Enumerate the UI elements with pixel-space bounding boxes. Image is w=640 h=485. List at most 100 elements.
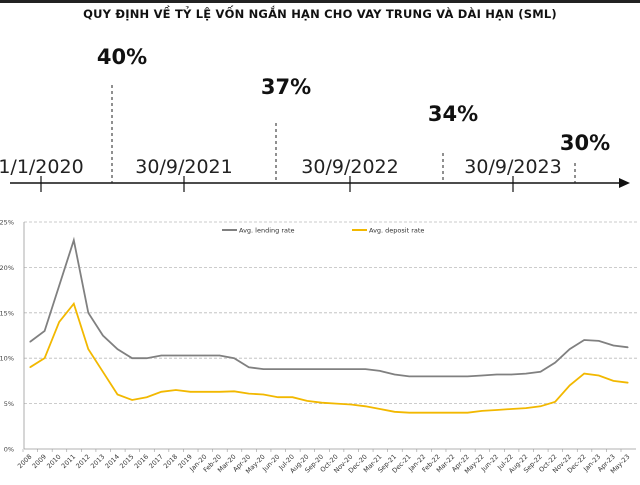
y-tick-label: 15% (0, 309, 14, 317)
data-point (131, 399, 133, 401)
data-point (598, 374, 600, 377)
data-point (262, 393, 264, 396)
data-point (583, 373, 585, 375)
x-tick-label: 2015 (118, 453, 135, 470)
data-point (321, 402, 323, 404)
data-point (160, 354, 162, 357)
data-point (233, 357, 235, 359)
data-point (379, 370, 381, 372)
timeline-date: 30/9/2023 (464, 156, 561, 178)
data-point (43, 357, 46, 359)
data-point (612, 344, 615, 347)
data-point (408, 412, 410, 414)
data-point (437, 412, 439, 414)
data-point (262, 368, 264, 370)
data-point (466, 375, 469, 377)
data-point (175, 389, 177, 391)
data-point (452, 412, 454, 414)
data-point (233, 390, 235, 392)
data-point (248, 393, 250, 395)
x-tick-label: 2014 (104, 453, 121, 470)
y-tick-label: 10% (0, 355, 14, 363)
data-point (146, 357, 148, 359)
data-point (29, 341, 31, 343)
data-point (58, 321, 60, 323)
data-point (291, 396, 294, 398)
data-point (539, 371, 542, 373)
data-point (394, 411, 396, 413)
data-point (481, 374, 483, 377)
top-border (0, 0, 640, 3)
data-point (175, 354, 177, 357)
data-point (598, 340, 600, 342)
y-tick-label: 25% (0, 219, 14, 227)
data-point (394, 373, 396, 376)
data-point (29, 366, 31, 368)
data-point (116, 348, 119, 350)
y-tick-label: 0% (4, 446, 14, 454)
data-point (569, 384, 571, 387)
data-point (350, 403, 352, 406)
data-point (612, 380, 615, 382)
ratio-label: 30% (560, 131, 610, 155)
data-point (554, 401, 556, 403)
data-point (102, 371, 104, 373)
data-point (525, 407, 527, 409)
lending-rate-line (29, 236, 629, 378)
x-tick-label: 2008 (16, 453, 33, 470)
data-point (189, 354, 192, 357)
data-point (408, 375, 410, 377)
data-point (554, 362, 556, 364)
data-point (423, 375, 425, 377)
data-point (306, 400, 308, 402)
data-point (466, 412, 469, 414)
x-tick-label: 2009 (31, 453, 48, 470)
y-tick-label: 5% (4, 400, 14, 408)
data-point (116, 393, 119, 396)
data-point (510, 408, 512, 410)
timeline-date: 1/1/2020 (0, 156, 84, 178)
data-point (423, 412, 425, 414)
data-point (496, 373, 498, 376)
timeline-date: 30/9/2021 (135, 156, 232, 178)
data-point (627, 382, 629, 384)
data-point (364, 368, 367, 370)
data-point (510, 373, 512, 376)
data-point (204, 391, 206, 393)
data-point (364, 405, 367, 407)
data-point (335, 368, 337, 370)
data-point (131, 357, 133, 359)
data-point (583, 339, 585, 341)
x-tick-label: 2017 (147, 453, 164, 470)
data-point (569, 348, 571, 350)
data-point (248, 366, 250, 368)
x-tick-label: 2013 (89, 453, 106, 470)
data-point (43, 330, 46, 332)
x-tick-label: 2010 (45, 453, 62, 470)
data-point (496, 409, 498, 411)
ratio-label: 40% (97, 45, 147, 69)
data-point (160, 391, 162, 393)
ratio-label: 34% (428, 102, 478, 126)
x-tick-label: 2016 (133, 453, 150, 470)
ratio-label: 37% (261, 75, 311, 99)
deposit-rate-line (29, 301, 629, 414)
data-point (306, 368, 308, 370)
data-point (277, 368, 279, 370)
data-point (350, 368, 352, 370)
x-tick-label: 2011 (60, 453, 77, 470)
data-point (481, 410, 483, 412)
data-point (379, 408, 381, 410)
data-point (87, 312, 89, 314)
data-point (627, 346, 629, 348)
x-tick-label: 2018 (162, 453, 179, 470)
arrow-head-icon (619, 178, 630, 188)
legend-label: Avg. lending rate (239, 227, 295, 235)
legend-label: Avg. deposit rate (369, 227, 424, 235)
timeline: 1/1/2020 30/9/2021 30/9/2022 30/9/2023 40% 37… (0, 45, 630, 192)
data-point (291, 368, 294, 370)
x-tick-label: 2012 (74, 453, 91, 470)
y-tick-label: 20% (0, 264, 14, 272)
